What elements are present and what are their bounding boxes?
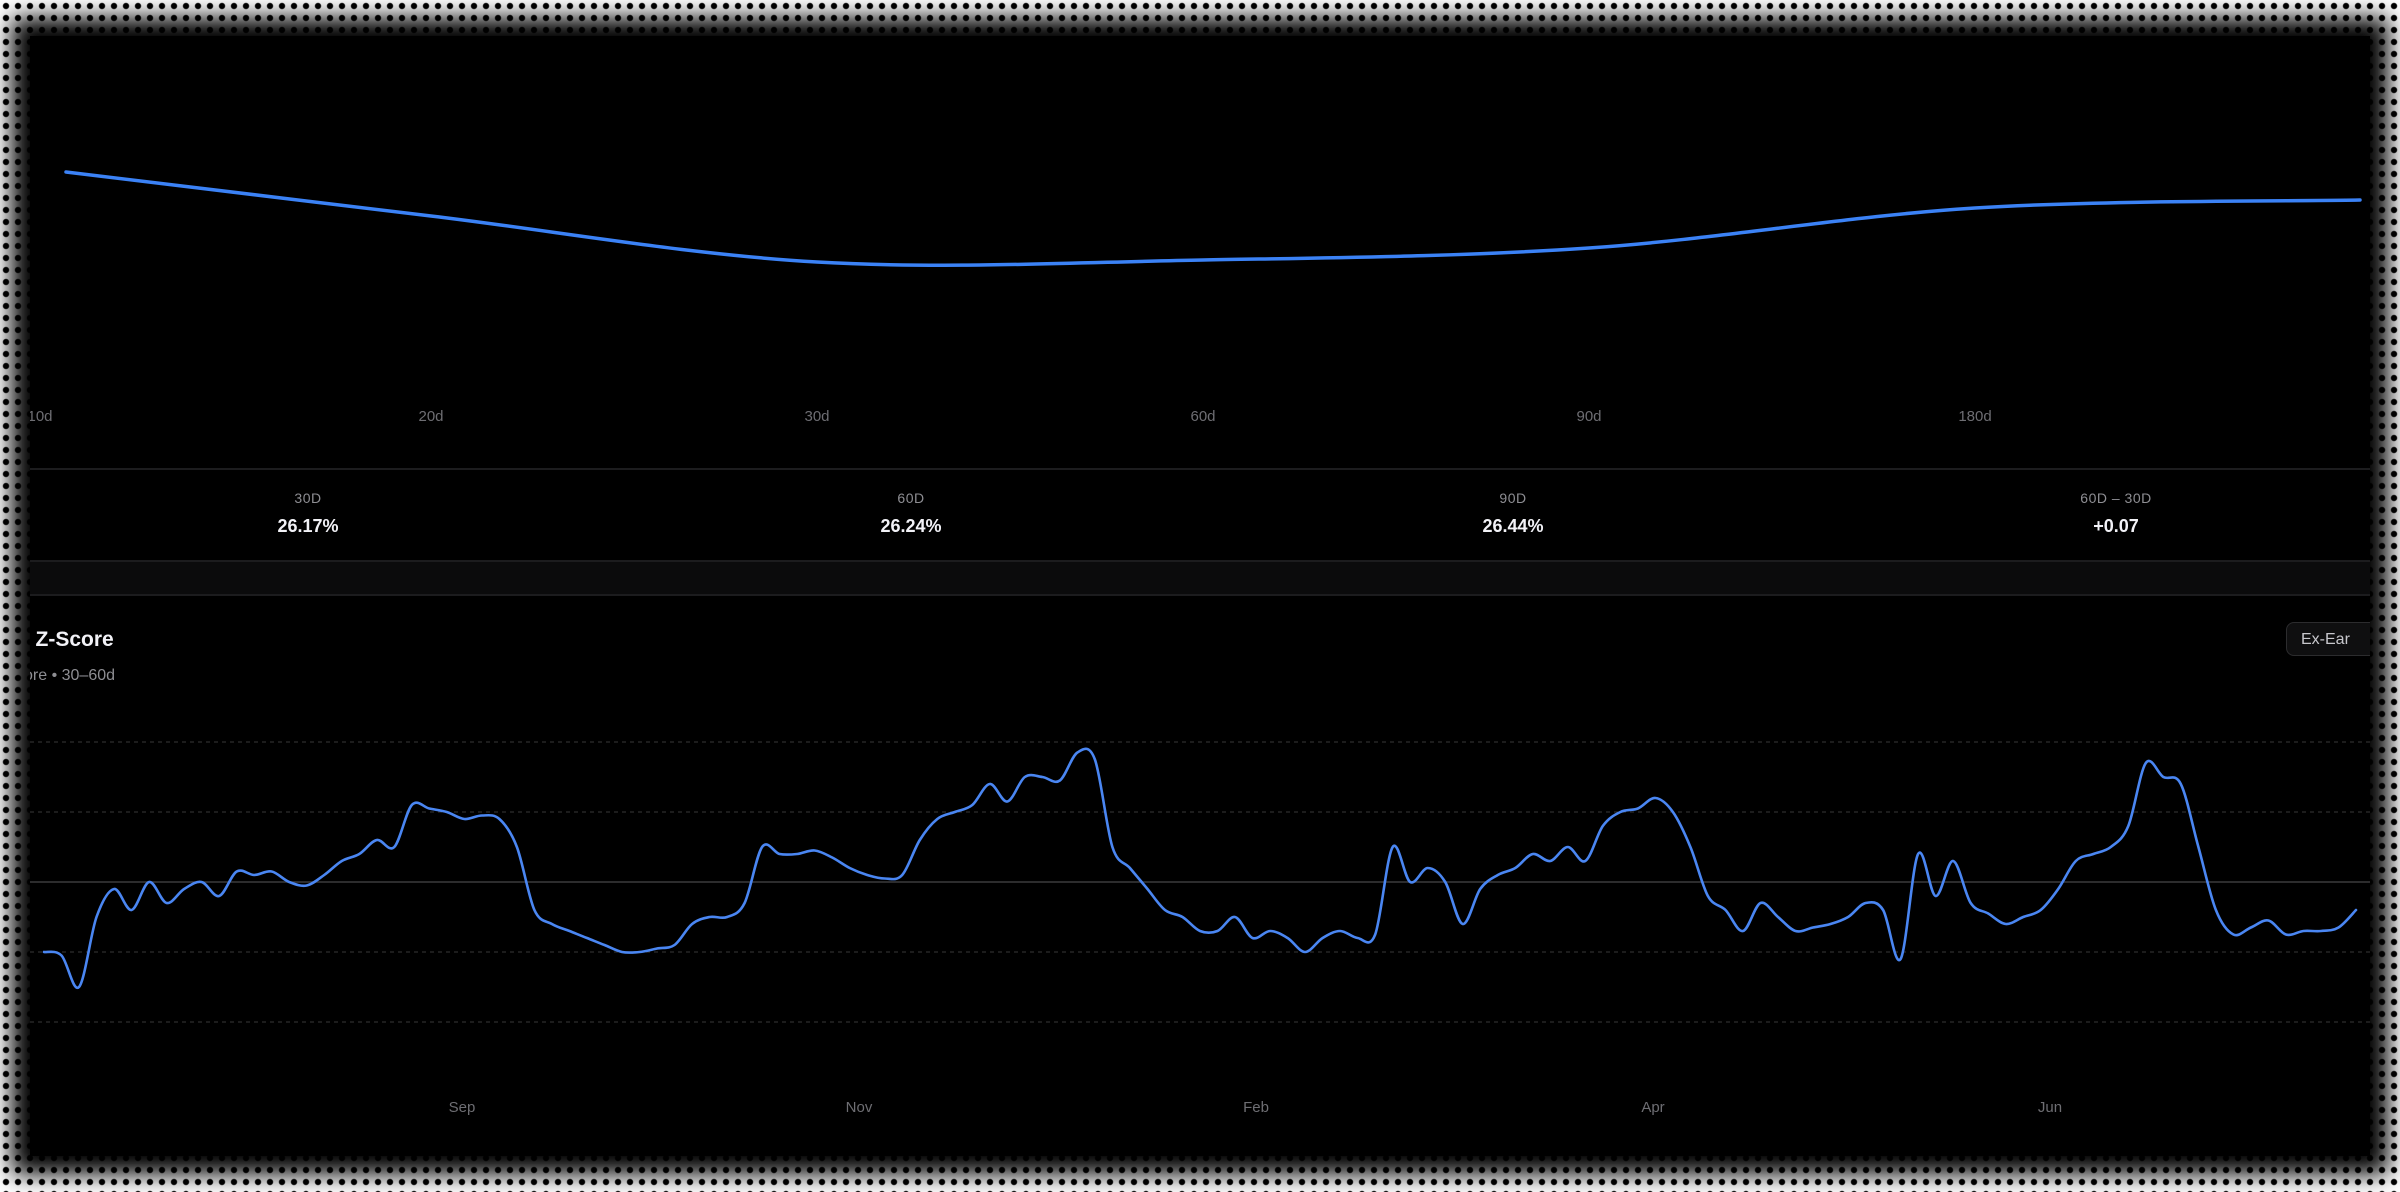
- divider: [30, 468, 2370, 470]
- stat-90d: 90D 26.44%: [1363, 490, 1663, 537]
- zscore-subtitle: core • 30–60d: [30, 667, 116, 684]
- x-tick-label: 20d: [418, 408, 443, 425]
- ex-earnings-toggle[interactable]: Ex-Ear: [2286, 622, 2370, 656]
- term-structure-chart: 10d 20d 30d 60d 90d 180d: [30, 170, 2362, 425]
- x-tick-label: Apr: [1641, 1099, 1664, 1116]
- stat-label: 30D: [294, 490, 322, 506]
- zscore-title: e Z-Score: [30, 628, 114, 651]
- x-tick-label: 90d: [1576, 408, 1601, 425]
- x-tick-label: 60d: [1190, 408, 1215, 425]
- x-tick-label: Nov: [846, 1099, 873, 1116]
- zscore-chart: Sep Nov Feb Apr Jun: [30, 741, 2370, 1116]
- x-tick-label: Jun: [2038, 1099, 2062, 1116]
- x-tick-label: 30d: [804, 408, 829, 425]
- stat-value: 26.44%: [1482, 516, 1544, 536]
- x-tick-label: Feb: [1243, 1099, 1269, 1116]
- stat-30d: 30D 26.17%: [158, 490, 458, 537]
- stat-label: 90D: [1499, 490, 1527, 506]
- x-tick-label: 180d: [1958, 408, 1991, 425]
- stat-label: 60D: [897, 490, 925, 506]
- section-separator: [30, 560, 2370, 596]
- stat-60d: 60D 26.24%: [761, 490, 1061, 537]
- stat-value: 26.24%: [880, 516, 942, 536]
- chart-panel: 10d 20d 30d 60d 90d 180d 30D 26.17% 60D 26.24…: [30, 36, 2370, 1156]
- term-structure-line: [64, 170, 2362, 267]
- stat-label: 60D – 30D: [2080, 490, 2152, 506]
- zscore-line: [42, 747, 2358, 990]
- stat-value: 26.17%: [277, 516, 339, 536]
- stat-spread: 60D – 30D +0.07: [1966, 490, 2266, 537]
- stat-value: +0.07: [2093, 516, 2139, 536]
- x-tick-label: Sep: [449, 1099, 476, 1116]
- x-tick-label: 10d: [30, 408, 53, 425]
